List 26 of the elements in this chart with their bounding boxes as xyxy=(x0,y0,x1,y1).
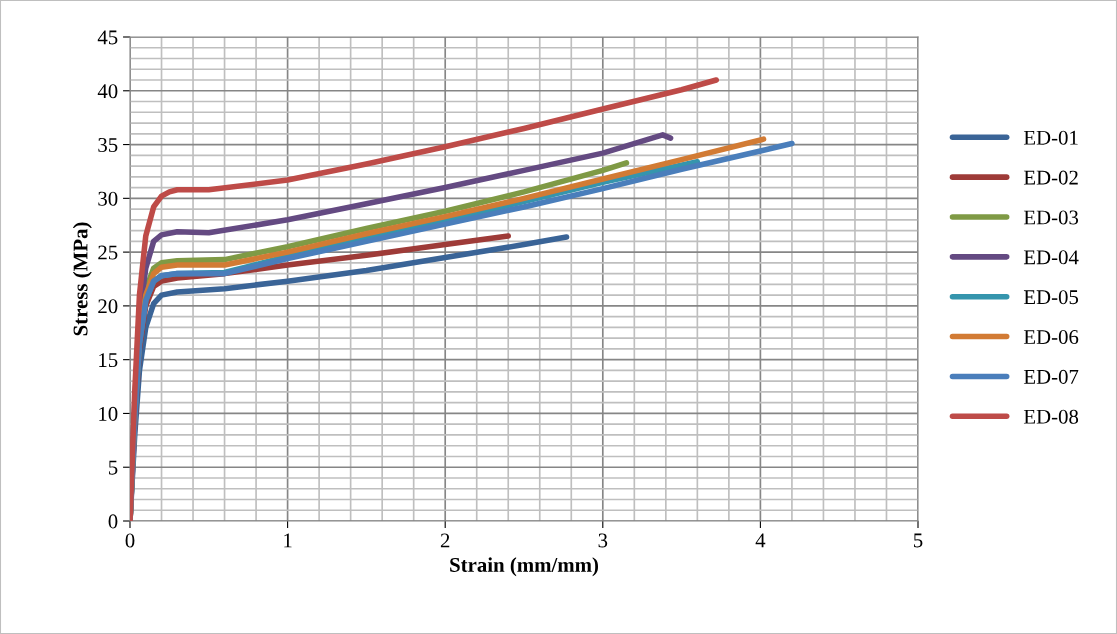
x-tick-label: 2 xyxy=(440,533,450,548)
y-tick-label: 35 xyxy=(98,137,118,152)
y-tick-label: 30 xyxy=(98,191,118,206)
legend-label: ED-01 xyxy=(1023,130,1078,145)
y-tick-label: 20 xyxy=(98,299,118,314)
y-axis-title: Stress (MPa) xyxy=(72,222,92,336)
legend-label: ED-04 xyxy=(1023,250,1079,265)
y-tick-label: 40 xyxy=(97,84,118,99)
y-tick-label: 15 xyxy=(99,353,118,368)
x-tick-label: 1 xyxy=(284,533,292,548)
x-tick-label: 5 xyxy=(914,533,923,548)
y-tick-label: 45 xyxy=(97,30,118,45)
legend-label: ED-08 xyxy=(1023,409,1079,424)
y-tick-label: 0 xyxy=(108,514,118,529)
legend-label: ED-03 xyxy=(1023,210,1079,225)
x-tick-label: 4 xyxy=(755,533,766,548)
legend-label: ED-02 xyxy=(1023,170,1078,185)
legend-label: ED-07 xyxy=(1023,369,1079,384)
y-tick-label: 10 xyxy=(99,406,118,421)
x-tick-label: 0 xyxy=(125,533,135,548)
x-axis-title: Strain (mm/mm) xyxy=(450,557,599,577)
x-tick-label: 3 xyxy=(598,533,608,548)
legend-label: ED-06 xyxy=(1023,330,1079,345)
y-tick-label: 25 xyxy=(98,245,118,260)
y-tick-label: 5 xyxy=(108,460,118,475)
legend-label: ED-05 xyxy=(1023,290,1079,305)
